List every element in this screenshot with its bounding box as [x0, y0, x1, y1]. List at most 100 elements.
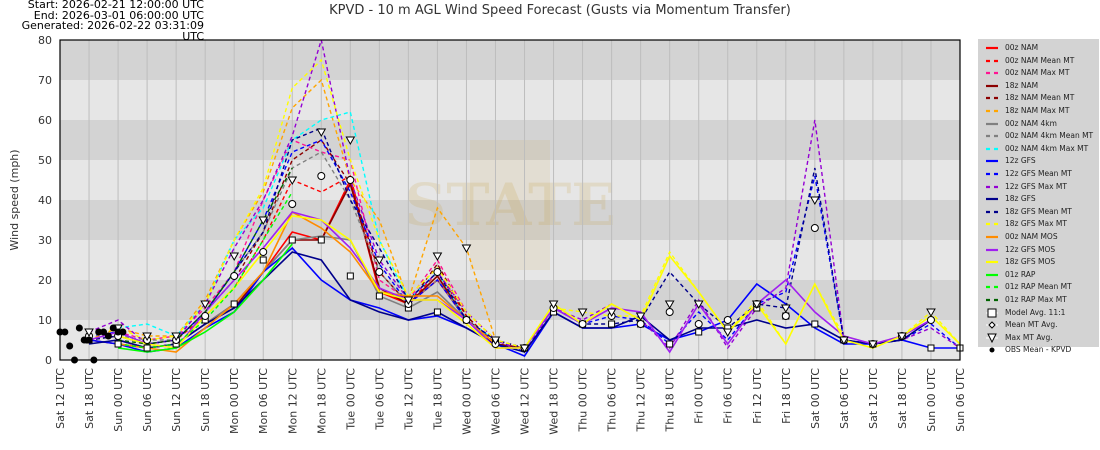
y-tick-label: 80	[38, 34, 52, 47]
legend-label: 12z GFS	[1005, 156, 1036, 166]
max-mt-avg-marker	[403, 296, 414, 306]
y-tick-label: 60	[38, 114, 52, 127]
model-avg-marker	[288, 236, 296, 244]
x-tick-label: Mon 12 UTC	[286, 368, 299, 434]
legend-label: 00z NAM 4km	[1005, 118, 1057, 128]
x-tick-label: Tue 00 UTC	[344, 368, 357, 431]
legend-swatch	[986, 59, 998, 62]
legend-swatch	[986, 97, 998, 100]
max-mt-avg-marker	[722, 328, 733, 338]
series-line-00z-nam-mos	[117, 210, 496, 353]
x-tick-label: Sat 18 UTC	[896, 368, 909, 429]
x-tick-label: Sun 18 UTC	[199, 368, 212, 432]
grid-band	[60, 200, 960, 240]
legend-swatch	[986, 273, 998, 276]
model-avg-marker	[114, 340, 122, 348]
max-mt-avg-marker	[780, 304, 791, 314]
x-tick-label: Sat 12 UTC	[54, 368, 67, 429]
legend-item: 12z GFS	[978, 155, 1099, 167]
model-avg-marker	[230, 300, 238, 308]
max-mt-avg-marker	[548, 300, 559, 310]
max-mt-avg-marker	[635, 312, 646, 322]
legend-swatch	[986, 160, 998, 163]
legend-label: 00z NAM MOS	[1005, 232, 1058, 241]
legend-label: 18z NAM Mean MT	[1005, 93, 1075, 103]
series-line-01z-rap	[117, 243, 293, 353]
model-avg-marker	[433, 308, 441, 316]
x-tick-label: Sun 12 UTC	[170, 368, 183, 432]
legend-item: 12z GFS Max MT	[978, 181, 1099, 193]
series-line-18z-nam-mean-mt	[88, 139, 525, 349]
max-mt-avg-marker	[490, 336, 501, 346]
max-mt-avg-marker	[577, 308, 588, 318]
x-tick-label: Fri 00 UTC	[693, 368, 706, 424]
legend-item: 00z NAM Mean MT	[978, 55, 1099, 67]
legend-item: 18z GFS Max MT	[978, 218, 1099, 230]
legend-swatch	[986, 46, 998, 50]
legend-swatch	[986, 333, 998, 343]
x-tick-label: Mon 18 UTC	[315, 368, 328, 434]
max-mt-avg-marker	[200, 300, 211, 310]
legend: 00z NAM 00z NAM Mean MT 00z NAM Max MT 18z …	[978, 39, 1099, 354]
grid-band	[60, 80, 960, 120]
model-avg-marker	[927, 344, 935, 352]
model-avg-marker	[259, 256, 267, 264]
legend-swatch	[986, 248, 998, 251]
x-tick-label: Wed 06 UTC	[489, 368, 502, 435]
legend-swatch	[986, 84, 998, 87]
max-mt-avg-marker	[664, 300, 675, 310]
legend-label: 00z NAM	[1005, 43, 1039, 52]
obs-point	[95, 328, 103, 336]
legend-label: 18z GFS Mean MT	[1005, 206, 1072, 216]
legend-label: 01z RAP Mean MT	[1005, 282, 1072, 292]
y-tick-label: 70	[38, 74, 52, 87]
mean-mt-avg-marker	[433, 268, 442, 276]
series-line-18z-gfs-mos	[117, 215, 961, 349]
max-mt-avg-marker	[868, 340, 878, 350]
obs-point	[119, 328, 127, 336]
obs-point	[61, 328, 69, 336]
legend-item: 00z NAM Max MT	[978, 67, 1099, 79]
legend-item: 00z NAM 4km Max MT	[978, 143, 1099, 155]
end-time: End: 2026-03-01 06:00:00 UTC	[33, 8, 204, 22]
mean-mt-avg-marker	[578, 320, 587, 328]
max-mt-avg-marker	[316, 128, 327, 138]
legend-swatch	[986, 135, 998, 138]
y-tick-label: 30	[38, 234, 52, 247]
legend-swatch	[986, 109, 998, 113]
max-mt-avg-marker	[519, 344, 530, 354]
x-tick-label: Sat 06 UTC	[838, 368, 851, 429]
series-line-01z-rap-max-mt	[117, 167, 293, 345]
legend-label: 12z GFS MOS	[1005, 244, 1056, 254]
x-tick-label: Sat 18 UTC	[83, 368, 96, 429]
legend-swatch	[986, 286, 998, 289]
legend-swatch	[986, 122, 998, 125]
model-avg-marker	[143, 344, 151, 352]
legend-label: 18z GFS	[1005, 194, 1036, 204]
legend-swatch	[986, 147, 998, 150]
obs-point	[100, 328, 108, 336]
legend-item: Max MT Avg.	[978, 332, 1099, 344]
mean-mt-avg-marker	[462, 316, 471, 324]
obs-point	[109, 324, 117, 332]
legend-swatch	[986, 198, 998, 201]
legend-label: 18z GFS Max MT	[1005, 219, 1067, 229]
model-avg-marker	[317, 236, 325, 244]
legend-swatch	[986, 321, 998, 329]
model-avg-marker	[811, 320, 819, 328]
max-mt-avg-marker	[432, 252, 443, 262]
model-avg-marker	[666, 340, 674, 348]
x-tick-label: Fri 06 UTC	[722, 368, 735, 424]
legend-label: 12z GFS Max MT	[1005, 181, 1067, 191]
series-line-12z-gfs-mean-mt	[88, 139, 961, 353]
legend-item: 18z NAM	[978, 80, 1099, 92]
legend-swatch	[986, 347, 998, 353]
mean-mt-avg-marker	[781, 312, 790, 320]
max-mt-avg-marker	[606, 308, 617, 318]
legend-item: 00z NAM	[978, 42, 1099, 54]
grid-band	[60, 240, 960, 280]
x-tick-label: Thu 06 UTC	[606, 368, 619, 433]
grid-band	[60, 280, 960, 320]
legend-item: 01z RAP Max MT	[978, 294, 1099, 306]
legend-item: 18z GFS Mean MT	[978, 206, 1099, 218]
